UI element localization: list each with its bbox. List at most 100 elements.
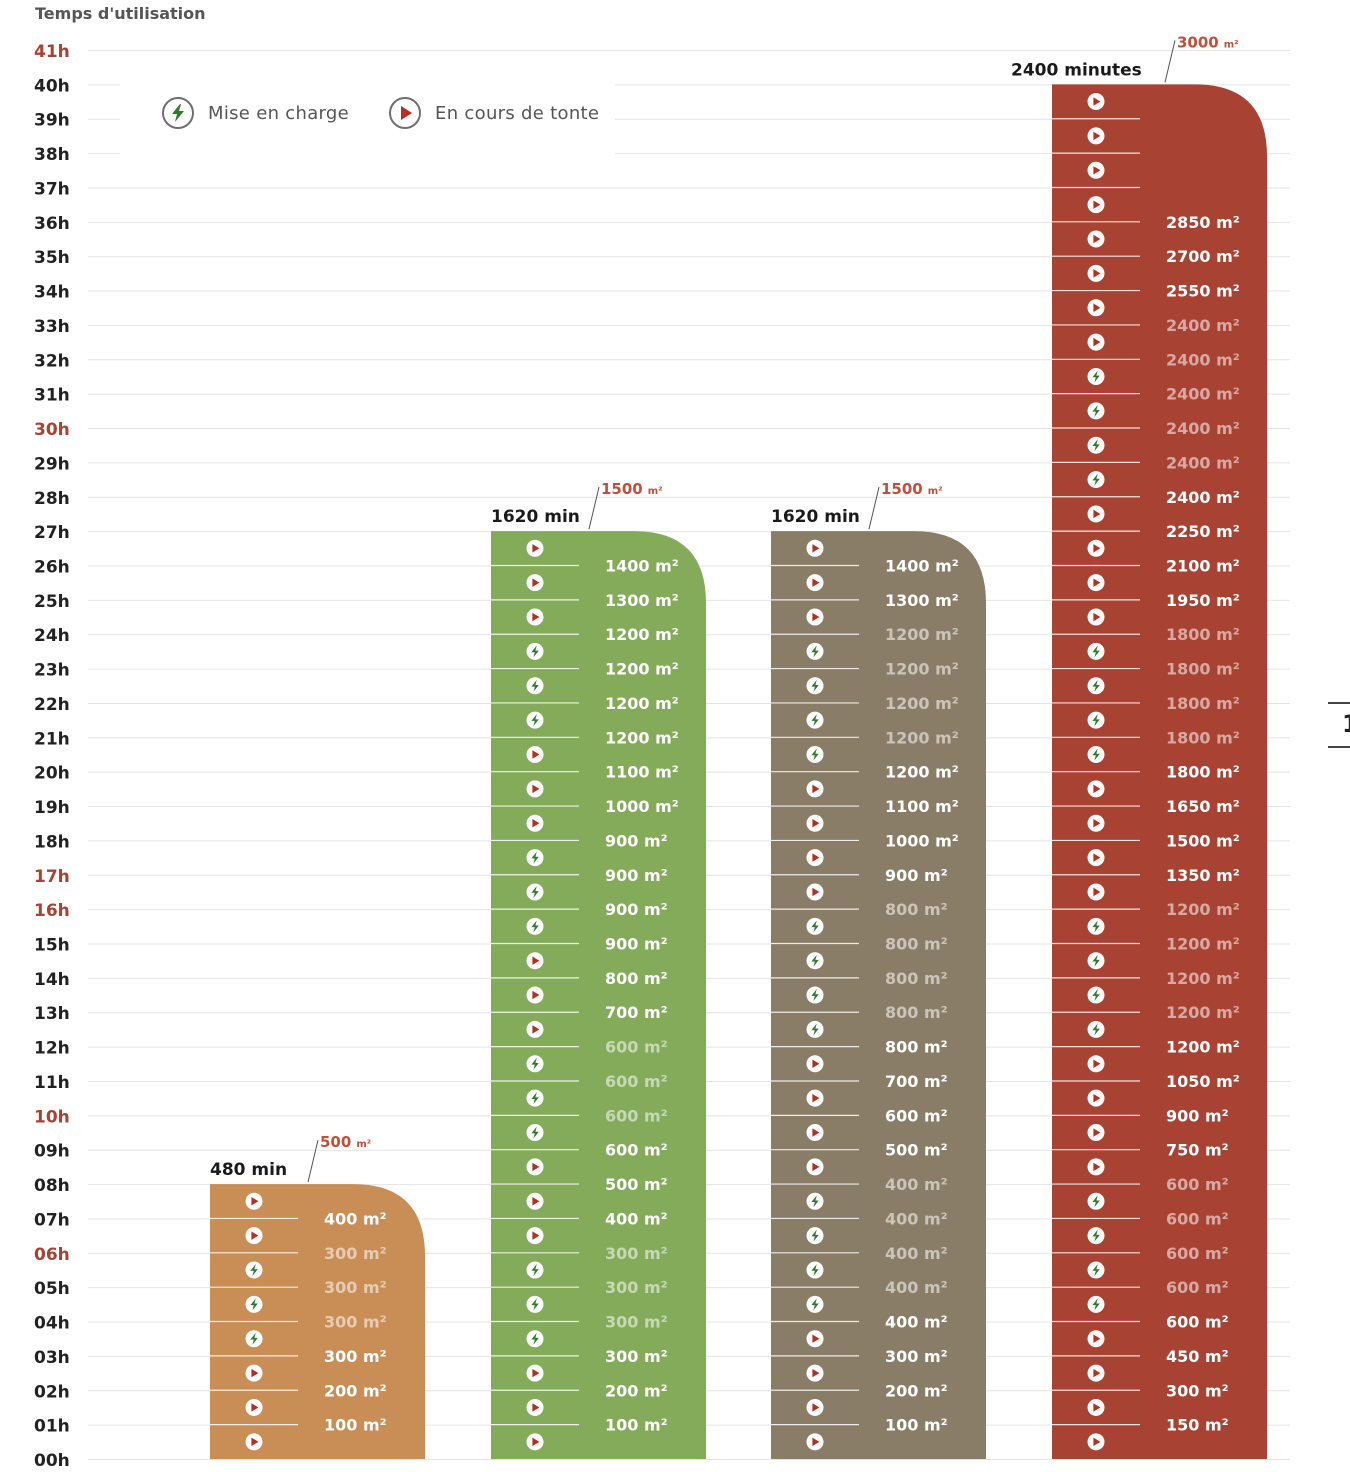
- play-icon: [526, 1227, 544, 1245]
- y-tick-label: 04h: [34, 1314, 70, 1334]
- step-area-label: 300 m²: [605, 1347, 668, 1366]
- step-area-label: 1500 m²: [1166, 831, 1240, 850]
- play-icon: [526, 574, 544, 592]
- step-area-label: 200 m²: [324, 1381, 387, 1400]
- step-area-label: 1200 m²: [1166, 969, 1240, 988]
- y-tick-label: 34h: [34, 283, 70, 303]
- play-icon: [806, 608, 824, 626]
- y-tick-label: 00h: [34, 1451, 70, 1471]
- step-area-label: 800 m²: [885, 969, 948, 988]
- lightning-icon: [806, 1227, 824, 1245]
- step-area-label: 1950 m²: [1166, 591, 1240, 610]
- step-area-label: 1300 m²: [605, 591, 679, 610]
- step-area-label: 2100 m²: [1166, 556, 1240, 575]
- y-tick-label: 30h: [34, 420, 70, 440]
- step-area-label: 1800 m²: [1166, 763, 1240, 782]
- step-area-label: 2250 m²: [1166, 522, 1240, 541]
- lightning-icon: [806, 1295, 824, 1313]
- lightning-icon: [526, 1261, 544, 1279]
- annotation-leader: [307, 1139, 319, 1183]
- play-icon: [806, 883, 824, 901]
- step-area-label: 1200 m²: [1166, 1003, 1240, 1022]
- step-area-label: 600 m²: [605, 1072, 668, 1091]
- y-tick-label: 33h: [34, 317, 70, 337]
- play-icon: [806, 1158, 824, 1176]
- y-tick-label: 07h: [34, 1210, 70, 1230]
- play-icon: [806, 1364, 824, 1382]
- y-tick-label: 38h: [34, 145, 70, 165]
- y-tick-label: 22h: [34, 695, 70, 715]
- y-tick-label: 12h: [34, 1039, 70, 1059]
- step-area-label: 300 m²: [885, 1347, 948, 1366]
- step-area-label: 1100 m²: [605, 763, 679, 782]
- y-tick-label: 23h: [34, 661, 70, 681]
- step-area-label: 600 m²: [1166, 1175, 1229, 1194]
- step-area-label: 700 m²: [885, 1072, 948, 1091]
- legend-label-mow: En cours de tonte: [435, 102, 600, 124]
- lightning-icon: [526, 1330, 544, 1348]
- play-icon: [1087, 264, 1105, 282]
- bar-duration-label: 2400 minutes: [1011, 60, 1142, 80]
- play-icon: [806, 539, 824, 557]
- lightning-icon: [806, 917, 824, 935]
- step-area-label: 200 m²: [885, 1381, 948, 1400]
- play-icon: [806, 849, 824, 867]
- lightning-icon: [245, 1295, 263, 1313]
- play-icon: [526, 780, 544, 798]
- play-icon: [1087, 849, 1105, 867]
- step-area-label: 1200 m²: [605, 728, 679, 747]
- step-area-label: 150 m²: [1166, 1416, 1229, 1435]
- bar-duration-label: 480 min: [210, 1160, 287, 1180]
- play-icon: [1087, 93, 1105, 111]
- y-tick-label: 41h: [34, 42, 70, 62]
- step-area-label: 300 m²: [605, 1244, 668, 1263]
- step-area-label: 1050 m²: [1166, 1072, 1240, 1091]
- step-area-label: 500 m²: [885, 1141, 948, 1160]
- step-area-label: 800 m²: [885, 900, 948, 919]
- y-tick-label: 25h: [34, 592, 70, 612]
- step-area-label: 1200 m²: [605, 660, 679, 679]
- play-icon: [1087, 1433, 1105, 1451]
- play-icon: [1087, 127, 1105, 145]
- play-icon: [1087, 883, 1105, 901]
- legend-label-charge: Mise en charge: [208, 102, 350, 124]
- bar-capacity-label: 1500 m²: [601, 480, 663, 498]
- y-tick-label: 27h: [34, 523, 70, 543]
- play-icon: [245, 1433, 263, 1451]
- y-tick-label: 09h: [34, 1142, 70, 1162]
- play-icon: [806, 574, 824, 592]
- step-area-label: 400 m²: [324, 1209, 387, 1228]
- lightning-icon: [526, 677, 544, 695]
- lightning-icon: [1087, 1020, 1105, 1038]
- step-area-label: 100 m²: [605, 1416, 668, 1435]
- y-tick-label: 11h: [34, 1073, 70, 1093]
- step-area-label: 900 m²: [605, 866, 668, 885]
- step-area-label: 1800 m²: [1166, 660, 1240, 679]
- lightning-icon: [806, 952, 824, 970]
- annotation-leader: [1164, 40, 1176, 83]
- play-icon: [526, 539, 544, 557]
- lightning-icon: [1087, 711, 1105, 729]
- step-area-label: 900 m²: [605, 831, 668, 850]
- step-area-label: 300 m²: [605, 1313, 668, 1332]
- step-area-label: 300 m²: [1166, 1381, 1229, 1400]
- play-icon: [526, 1398, 544, 1416]
- y-tick-label: 36h: [34, 214, 70, 234]
- step-area-label: 400 m²: [885, 1175, 948, 1194]
- play-icon: [1087, 161, 1105, 179]
- lightning-icon: [1087, 917, 1105, 935]
- step-area-label: 600 m²: [1166, 1313, 1229, 1332]
- step-area-label: 400 m²: [605, 1209, 668, 1228]
- step-area-label: 1200 m²: [885, 694, 959, 713]
- step-area-label: 1000 m²: [605, 797, 679, 816]
- step-area-label: 2400 m²: [1166, 488, 1240, 507]
- step-area-label: 1650 m²: [1166, 797, 1240, 816]
- lightning-icon: [806, 1192, 824, 1210]
- bar-duration-label: 1620 min: [771, 507, 860, 527]
- play-icon: [1087, 196, 1105, 214]
- lightning-icon: [245, 1330, 263, 1348]
- lightning-icon: [806, 1261, 824, 1279]
- step-area-label: 100 m²: [885, 1416, 948, 1435]
- step-area-label: 1200 m²: [885, 625, 959, 644]
